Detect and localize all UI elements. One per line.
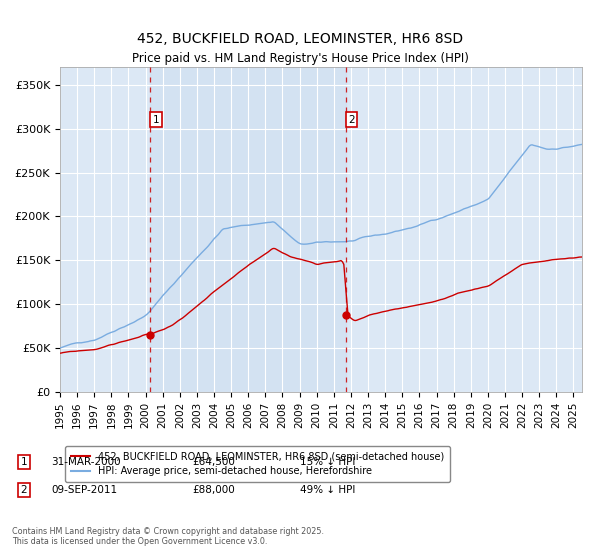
Legend: 452, BUCKFIELD ROAD, LEOMINSTER, HR6 8SD (semi-detached house), HPI: Average pri: 452, BUCKFIELD ROAD, LEOMINSTER, HR6 8SD… [65, 446, 450, 482]
Text: Contains HM Land Registry data © Crown copyright and database right 2025.
This d: Contains HM Land Registry data © Crown c… [12, 526, 324, 546]
Text: 15% ↓ HPI: 15% ↓ HPI [300, 457, 355, 467]
Text: Price paid vs. HM Land Registry's House Price Index (HPI): Price paid vs. HM Land Registry's House … [131, 52, 469, 66]
Text: 1: 1 [20, 457, 28, 467]
Text: 2: 2 [348, 115, 355, 125]
Text: 31-MAR-2000: 31-MAR-2000 [51, 457, 121, 467]
Text: 452, BUCKFIELD ROAD, LEOMINSTER, HR6 8SD: 452, BUCKFIELD ROAD, LEOMINSTER, HR6 8SD [137, 32, 463, 46]
Text: 09-SEP-2011: 09-SEP-2011 [51, 485, 117, 495]
Text: 49% ↓ HPI: 49% ↓ HPI [300, 485, 355, 495]
Text: £88,000: £88,000 [192, 485, 235, 495]
Text: 2: 2 [20, 485, 28, 495]
Text: 1: 1 [152, 115, 159, 125]
Bar [150, 67, 346, 392]
Text: £64,500: £64,500 [192, 457, 235, 467]
